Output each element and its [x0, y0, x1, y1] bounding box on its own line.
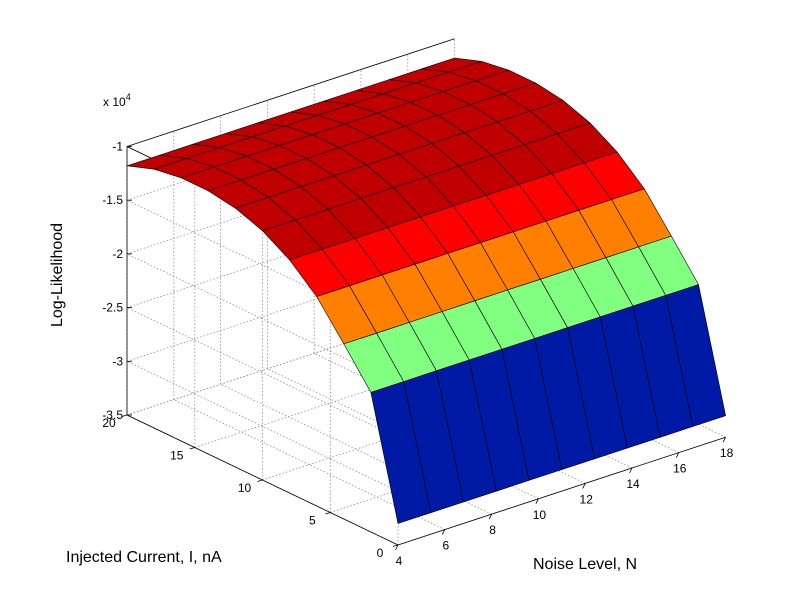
- x-tick-label: 10: [533, 508, 547, 522]
- x-tick-label: 18: [720, 446, 734, 460]
- box-edge: [126, 38, 455, 147]
- x-tick-mark: [582, 483, 586, 489]
- y-tick-label: 15: [170, 449, 184, 463]
- x-tick-mark: [441, 529, 446, 535]
- y-tick-mark: [189, 447, 195, 450]
- x-tick-label: 8: [489, 523, 496, 537]
- z-tick-label: -2.5: [102, 301, 123, 315]
- y-tick-label: 20: [102, 416, 116, 430]
- left-wall-grid-line: [126, 360, 399, 492]
- x-tick-mark: [395, 544, 399, 551]
- x-tick-mark: [722, 437, 726, 443]
- x-tick-label: 16: [673, 462, 687, 476]
- z-tick-label: -1: [112, 140, 123, 154]
- left-wall-grid-line: [126, 253, 399, 385]
- y-tick-label: 10: [238, 481, 252, 495]
- z-tick-label: -3: [112, 354, 123, 368]
- x-tick-mark: [488, 514, 492, 520]
- y-axis-label: Injected Current, I, nA: [66, 549, 222, 566]
- left-wall-grid-line: [126, 307, 399, 438]
- z-tick-label: -1.5: [102, 193, 123, 207]
- y-tick-label: 0: [377, 546, 384, 560]
- x-tick-mark: [629, 467, 633, 474]
- y-tick-mark: [325, 512, 331, 515]
- surface-patch: [370, 381, 432, 524]
- surface: [126, 57, 726, 524]
- x-tick-label: 12: [580, 492, 594, 506]
- x-tick-label: 6: [442, 539, 449, 553]
- z-exponent-label: x 104: [103, 92, 131, 109]
- x-axis-label: Noise Level, N: [533, 556, 637, 573]
- y-tick-label: 5: [309, 514, 316, 528]
- x-tick-mark: [675, 452, 680, 458]
- x-axis-line: [397, 436, 726, 546]
- y-tick-mark: [392, 544, 399, 547]
- tick-labels: 4 6 8 10 12 14 16 18 0 5 10 15 20 -1 -1.5 -2 -2.5 -3 -3.5: [102, 140, 733, 569]
- z-tick-label: -3.5: [102, 408, 123, 422]
- z-axis-label: Log-Likelihood: [49, 223, 66, 327]
- x-tick-mark: [535, 498, 539, 504]
- y-tick-mark: [121, 414, 128, 417]
- z-exponent-power: 4: [126, 92, 131, 102]
- x-tick-label: 14: [626, 477, 640, 491]
- y-tick-mark: [257, 479, 263, 482]
- x-tick-label: 4: [396, 554, 403, 568]
- z-tick-label: -2: [112, 247, 123, 261]
